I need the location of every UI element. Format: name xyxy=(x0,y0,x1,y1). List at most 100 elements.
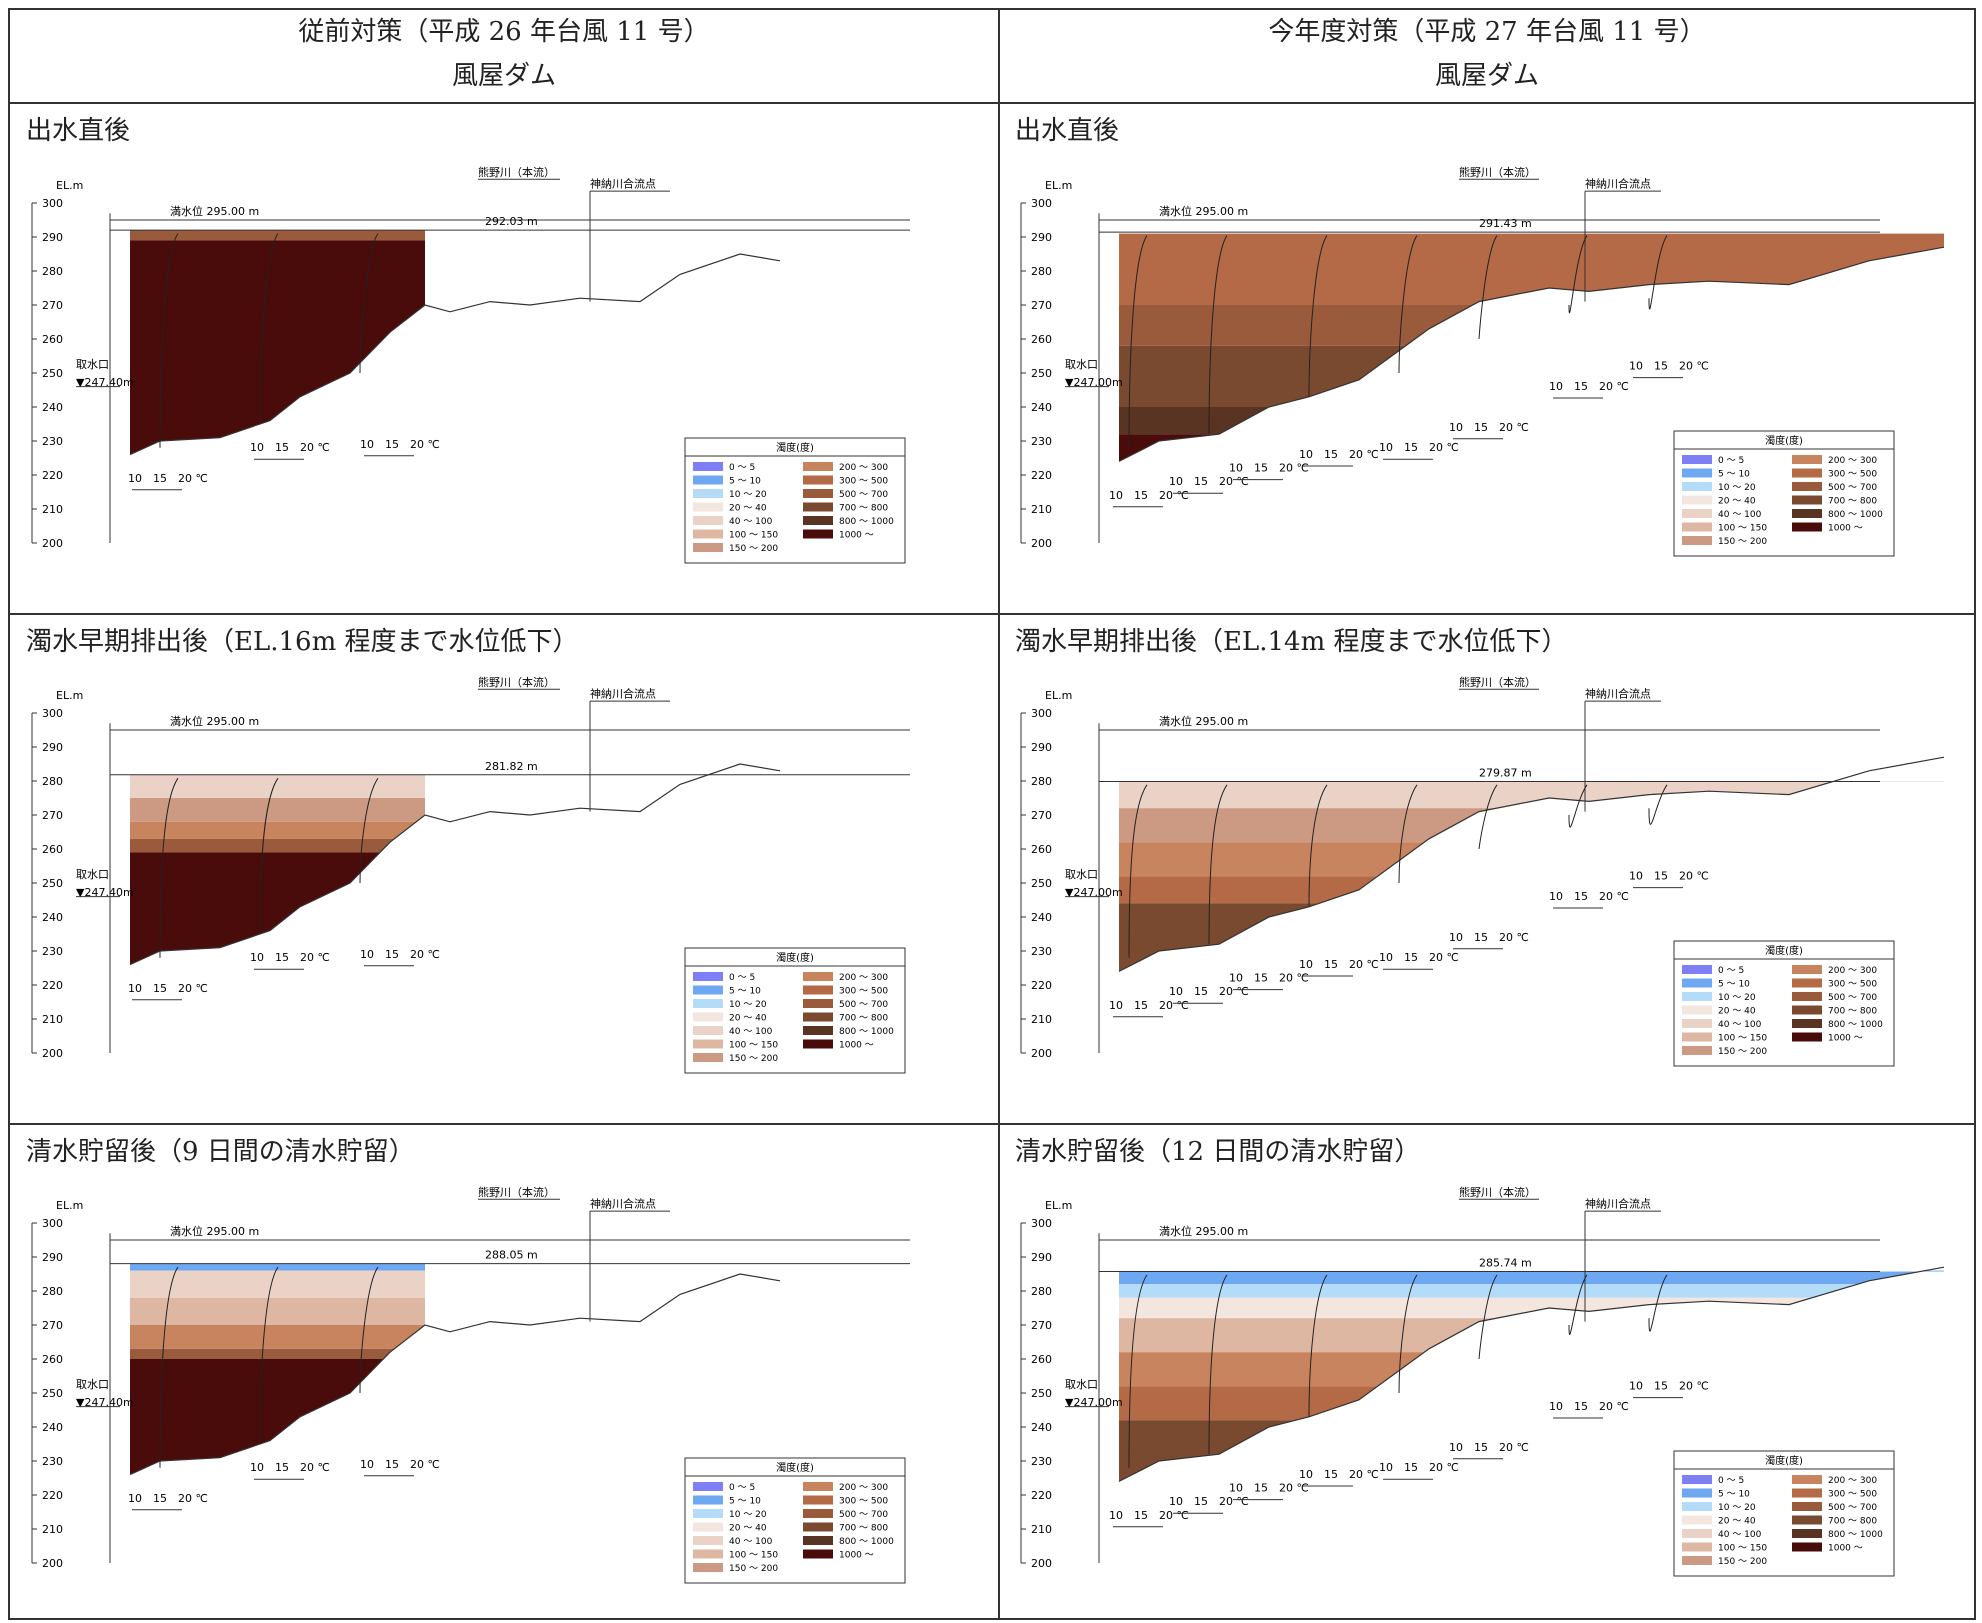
legend-swatch xyxy=(1792,1488,1822,1498)
confluence-label: 神納川合流点 xyxy=(590,177,656,191)
legend-swatch xyxy=(1792,1529,1822,1538)
section-title: 清水貯留後（12 日間の清水貯留） xyxy=(1015,1137,1421,1167)
y-tick-label: 240 xyxy=(1031,911,1052,924)
legend-swatch xyxy=(1792,1542,1822,1552)
legend-title: 濁度(度) xyxy=(1765,944,1803,957)
y-tick-label: 200 xyxy=(42,1557,63,1570)
column-title: 従前対策（平成 26 年台風 11 号） xyxy=(298,17,710,47)
temperature-scale-label: 10 15 20 ℃ xyxy=(1229,972,1309,985)
legend-label: 10 ～ 20 xyxy=(729,1510,767,1520)
legend-swatch xyxy=(693,529,723,539)
cross-section-chart: EL.m 300 290 280 270 260 250 240 230 220 210 200 満水位… xyxy=(31,1185,910,1584)
legend-swatch xyxy=(693,543,723,552)
temperature-profile xyxy=(1398,235,1418,374)
temperature-profile xyxy=(1398,784,1418,884)
legend-swatch xyxy=(693,1026,723,1035)
legend-title: 濁度(度) xyxy=(776,441,814,454)
y-tick-label: 280 xyxy=(42,1285,63,1298)
riverbed-profile xyxy=(1118,246,1945,462)
turbidity-layer xyxy=(1119,842,1944,877)
y-tick-label: 300 xyxy=(42,197,63,210)
intake-label: 取水口 xyxy=(76,1378,109,1391)
legend-label: 1000 ～ xyxy=(1828,524,1863,534)
legend-label: 40 ～ 100 xyxy=(729,1027,773,1037)
cross-section-chart: EL.m 300 290 280 270 260 250 240 230 220 210 200 満水位… xyxy=(1020,675,1945,1067)
legend-label: 300 ～ 500 xyxy=(1828,980,1877,990)
temperature-profile xyxy=(259,777,279,931)
legend-swatch xyxy=(1682,1005,1712,1015)
riverbed-profile xyxy=(129,253,781,456)
temperature-scale-label: 10 15 20 ℃ xyxy=(360,1458,440,1471)
legend-label: 200 ～ 300 xyxy=(839,1483,888,1493)
legend-title: 濁度(度) xyxy=(1765,1454,1803,1467)
y-tick-label: 230 xyxy=(1031,1455,1052,1468)
intake-level-label: ▼247.40m xyxy=(76,1396,134,1409)
legend-swatch xyxy=(1792,978,1822,988)
legend-swatch xyxy=(1682,965,1712,974)
legend-label: 5 ～ 10 xyxy=(1718,980,1750,990)
y-tick-label: 210 xyxy=(42,503,63,516)
y-tick-label: 240 xyxy=(1031,1421,1052,1434)
temperature-scale-label: 10 15 20 ℃ xyxy=(1109,999,1189,1012)
legend-label: 500 ～ 700 xyxy=(839,1000,888,1010)
river-label: 熊野川（本流） xyxy=(1459,165,1536,179)
legend-swatch xyxy=(693,462,723,471)
intake-level-label: ▼247.00m xyxy=(1065,376,1123,389)
y-tick-label: 200 xyxy=(1031,1557,1052,1570)
intake-label: 取水口 xyxy=(1065,868,1098,881)
intake-level-label: ▼247.00m xyxy=(1065,1396,1123,1409)
full-level-label: 満水位 295.00 m xyxy=(1159,1224,1248,1238)
legend-swatch xyxy=(803,1549,833,1559)
legend-label: 0 ～ 5 xyxy=(729,1483,755,1493)
column-header-previous: 従前対策（平成 26 年台風 11 号） 風屋ダム xyxy=(9,10,999,102)
confluence-label: 神納川合流点 xyxy=(1585,1197,1651,1211)
legend-swatch xyxy=(693,1039,723,1049)
temperature-scale-label: 10 15 20 ℃ xyxy=(1449,1441,1529,1454)
y-tick-label: 220 xyxy=(42,1489,63,1502)
legend-label: 5 ～ 10 xyxy=(729,1497,761,1507)
legend-swatch xyxy=(1682,1488,1712,1498)
legend-label: 800 ～ 1000 xyxy=(839,1537,894,1547)
turbidity-layer xyxy=(130,774,425,798)
temperature-scale-label: 10 15 20 ℃ xyxy=(1379,951,1459,964)
legend-label: 200 ～ 300 xyxy=(839,973,888,983)
legend-swatch xyxy=(1792,468,1822,478)
temperature-profile xyxy=(1308,1274,1328,1417)
y-tick-label: 230 xyxy=(42,945,63,958)
temperature-profile xyxy=(159,1266,179,1468)
turbidity-layer xyxy=(1119,305,1944,346)
y-tick-label: 210 xyxy=(1031,1013,1052,1026)
legend-label: 150 ～ 200 xyxy=(1718,537,1767,547)
legend-label: 1000 ～ xyxy=(1828,1034,1863,1044)
legend-swatch xyxy=(693,1482,723,1491)
cross-section-chart: EL.m 300 290 280 270 260 250 240 230 220 210 200 満水位… xyxy=(1020,1185,1945,1577)
water-level-label: 292.03 m xyxy=(485,215,538,228)
temperature-scale-label: 10 15 20 ℃ xyxy=(1549,1400,1629,1413)
legend-label: 800 ～ 1000 xyxy=(839,1027,894,1037)
legend-swatch xyxy=(693,489,723,498)
legend-swatch xyxy=(693,1495,723,1505)
legend-swatch xyxy=(1682,1529,1712,1538)
y-tick-label: 260 xyxy=(42,1353,63,1366)
legend-swatch xyxy=(803,1536,833,1545)
intake-label: 取水口 xyxy=(1065,358,1098,371)
legend-swatch xyxy=(693,1053,723,1062)
legend-label: 500 ～ 700 xyxy=(1828,483,1877,493)
temperature-scale-label: 10 15 20 ℃ xyxy=(1299,448,1379,461)
section-title: 出水直後 xyxy=(1015,116,1120,146)
riverbed-profile xyxy=(1118,1266,1945,1482)
y-tick-label: 260 xyxy=(1031,1353,1052,1366)
y-tick-label: 290 xyxy=(1031,231,1052,244)
legend-label: 150 ～ 200 xyxy=(729,1054,778,1064)
turbidity-layer xyxy=(130,838,425,853)
y-tick-label: 240 xyxy=(42,401,63,414)
legend-label: 500 ～ 700 xyxy=(839,1510,888,1520)
legend-swatch xyxy=(1792,1515,1822,1525)
legend-label: 100 ～ 150 xyxy=(1718,1034,1767,1044)
temperature-profile xyxy=(1208,235,1228,435)
legend-swatch xyxy=(803,516,833,525)
legend-swatch xyxy=(1682,455,1712,464)
y-tick-label: 280 xyxy=(1031,775,1052,788)
temperature-scale-label: 10 15 20 ℃ xyxy=(250,1461,330,1474)
temperature-scale-label: 10 15 20 ℃ xyxy=(250,441,330,454)
